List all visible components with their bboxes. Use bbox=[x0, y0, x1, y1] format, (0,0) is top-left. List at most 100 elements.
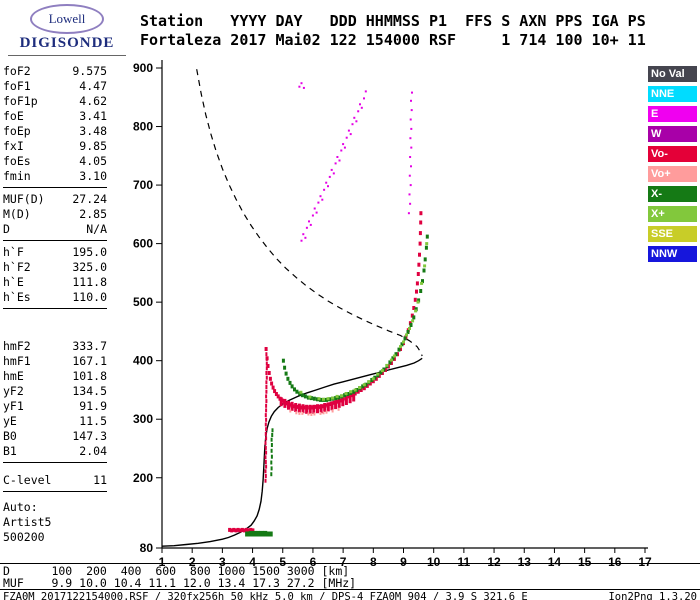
param-value: 2.04 bbox=[79, 444, 107, 458]
param-label: hmE bbox=[3, 369, 24, 383]
x-tick-label: 8 bbox=[370, 555, 377, 569]
footer: FZA0M_2017122154000.RSF / 320fx256h 50 k… bbox=[3, 591, 697, 600]
param-value: 167.1 bbox=[72, 354, 107, 368]
param-value: 4.62 bbox=[79, 94, 107, 108]
param-value: 134.5 bbox=[72, 384, 107, 398]
y-tick-label: 900 bbox=[133, 61, 153, 75]
param-value: 2.85 bbox=[79, 207, 107, 221]
f-trace-extraordinary-light bbox=[299, 242, 429, 401]
param-label: foF1 bbox=[3, 79, 31, 93]
y-tick-label: 500 bbox=[133, 295, 153, 309]
param-value: 9.85 bbox=[79, 139, 107, 153]
param-b1: B1 2.04 bbox=[3, 444, 107, 459]
param-value: 3.48 bbox=[79, 124, 107, 138]
param-label: hmF1 bbox=[3, 354, 31, 368]
param-value: 147.3 bbox=[72, 429, 107, 443]
x-tick-label: 2 bbox=[189, 555, 196, 569]
legend-item-vo-: Vo- bbox=[648, 146, 697, 162]
y-tick-label: 700 bbox=[133, 178, 153, 192]
auto-info-line: Auto: bbox=[3, 500, 38, 514]
param-label: h`F2 bbox=[3, 260, 31, 274]
digisonde-logo: Lowell DIGISONDE bbox=[8, 4, 126, 56]
param-foes: foEs 4.05 bbox=[3, 154, 107, 169]
x-tick-label: 14 bbox=[548, 555, 562, 569]
separator-line bbox=[0, 589, 700, 590]
legend-item-w: W bbox=[648, 126, 697, 142]
param-fmin: fmin 3.10 bbox=[3, 169, 107, 184]
auto-info-line: Artist5 bbox=[3, 515, 52, 529]
param-hme: hmE 101.8 bbox=[3, 369, 107, 384]
muf3000-transmission-curve bbox=[196, 69, 423, 357]
x-tick-label: 15 bbox=[578, 555, 592, 569]
param-label: h`F bbox=[3, 245, 24, 259]
param-value: 3.10 bbox=[79, 169, 107, 183]
separator-line bbox=[3, 491, 107, 492]
f-trace-doppler-positive bbox=[289, 407, 340, 416]
param-value: 101.8 bbox=[72, 369, 107, 383]
x-tick-label: 16 bbox=[608, 555, 622, 569]
x-tick-label: 12 bbox=[487, 555, 501, 569]
param-label: fxI bbox=[3, 139, 24, 153]
parameter-group-3: hmF2 333.7 hmF1 167.1 hmE 101.8 yF2 134.5 yF1 91.… bbox=[3, 339, 107, 459]
bottom-table: D 100 200 400 600 800 1000 1500 3000 [km… bbox=[3, 565, 356, 589]
param-value: 9.575 bbox=[72, 64, 107, 78]
separator-line bbox=[3, 308, 107, 309]
param-label: yF2 bbox=[3, 384, 24, 398]
legend-item-nnw: NNW bbox=[648, 246, 697, 262]
true-height-profile bbox=[161, 357, 423, 547]
param-value: 91.9 bbox=[79, 399, 107, 413]
y-tick-label: 300 bbox=[133, 412, 153, 426]
f-trace-ordinary-band bbox=[279, 392, 356, 414]
param-value: 11 bbox=[93, 473, 107, 487]
legend-item-sse: SSE bbox=[648, 226, 697, 242]
x-tick-label: 1 bbox=[159, 555, 166, 569]
parameter-group-4: C-level 11 bbox=[3, 473, 107, 488]
scale-row-d: D 100 200 400 600 800 1000 1500 3000 [km… bbox=[3, 564, 350, 578]
lowell-oval-icon: Lowell bbox=[30, 4, 104, 34]
legend-item-vo+: Vo+ bbox=[648, 166, 697, 182]
footer-file-info: FZA0M_2017122154000.RSF / 320fx256h 50 k… bbox=[3, 591, 528, 600]
param-value: 111.8 bbox=[72, 275, 107, 289]
echo-legend: No Val NNE E W Vo- Vo+ X- X+ SSE NNW bbox=[648, 66, 697, 266]
param-hes: h`Es 110.0 bbox=[3, 290, 107, 305]
param-value: 195.0 bbox=[72, 245, 107, 259]
param-value: 333.7 bbox=[72, 339, 107, 353]
param-value: 325.0 bbox=[72, 260, 107, 274]
param-value: 4.47 bbox=[79, 79, 107, 93]
param-label: h`E bbox=[3, 275, 24, 289]
param-label: B0 bbox=[3, 429, 17, 443]
param-b0: B0 147.3 bbox=[3, 429, 107, 444]
param-value: 4.05 bbox=[79, 154, 107, 168]
param-fxi: fxI 9.85 bbox=[3, 139, 107, 154]
param-hmf1: hmF1 167.1 bbox=[3, 354, 107, 369]
param-label: foF1p bbox=[3, 94, 38, 108]
x-tick-label: 10 bbox=[427, 555, 441, 569]
x-tick-label: 7 bbox=[340, 555, 347, 569]
param-yf1: yF1 91.9 bbox=[3, 399, 107, 414]
param-fof1p: foF1p 4.62 bbox=[3, 94, 107, 109]
header-line-values: Fortaleza 2017 Mai02 122 154000 RSF 1 71… bbox=[140, 31, 646, 49]
param-label: foE bbox=[3, 109, 24, 123]
parameter-group-0: foF2 9.575 foF1 4.47 foF1p 4.62 foE 3.41 foEp 3.4… bbox=[3, 64, 107, 184]
multi-hop-spread-echoes bbox=[298, 82, 413, 242]
param-value: N/A bbox=[86, 222, 107, 236]
auto-info-line: 500200 bbox=[3, 530, 45, 544]
param-label: fmin bbox=[3, 169, 31, 183]
legend-item-x+: X+ bbox=[648, 206, 697, 222]
parameter-group-2: h`F 195.0 h`F2 325.0 h`E 111.8 h`Es 110.0 bbox=[3, 245, 107, 305]
param-fof2: foF2 9.575 bbox=[3, 64, 107, 79]
param-hf: h`F 195.0 bbox=[3, 245, 107, 260]
param-label: B1 bbox=[3, 444, 17, 458]
legend-item-nne: NNE bbox=[648, 86, 697, 102]
x-tick-label: 9 bbox=[400, 555, 407, 569]
x-tick-label: 4 bbox=[249, 555, 256, 569]
legend-item-no-val: No Val bbox=[648, 66, 697, 82]
separator-line bbox=[3, 187, 107, 188]
f-trace-extraordinary bbox=[281, 234, 429, 402]
legend-item-x-: X- bbox=[648, 186, 697, 202]
y-tick-label: 80 bbox=[140, 541, 154, 555]
parameter-group-1: MUF(D) 27.24 M(D) 2.85 D N/A bbox=[3, 192, 107, 237]
footer-version: Ion2Png 1.3.20 bbox=[608, 591, 697, 600]
param-label: C-level bbox=[3, 473, 52, 487]
